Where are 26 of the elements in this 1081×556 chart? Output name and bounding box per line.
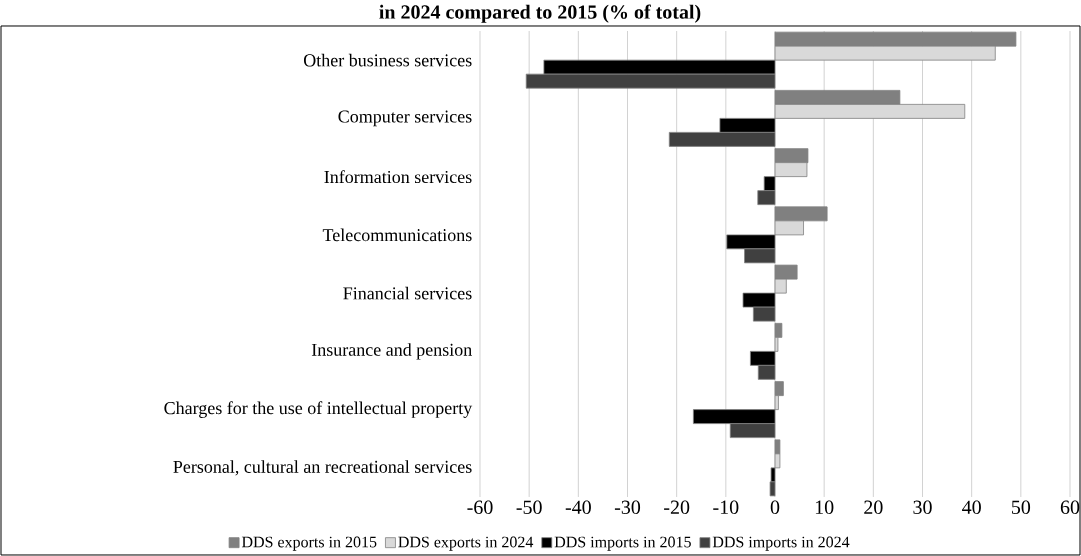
- x-tick-label: -60: [467, 500, 493, 515]
- y-tick-label: Financial services: [343, 286, 472, 300]
- x-tick-label: -50: [516, 500, 542, 515]
- chart-title: in 2024 compared to 2015 (% of total): [379, 4, 701, 23]
- legend-label: DDS imports in 2024: [712, 536, 850, 551]
- legend-label: DDS exports in 2024: [398, 536, 534, 551]
- x-tick-label: 50: [1011, 500, 1031, 515]
- x-tick-label: 10: [815, 500, 834, 515]
- y-tick-label: Telecommunications: [322, 228, 472, 242]
- x-tick-label: 20: [864, 500, 883, 515]
- x-tick-label: -10: [713, 500, 739, 515]
- y-tick-label: Information services: [324, 170, 472, 184]
- legend-label: DDS exports in 2015: [241, 536, 377, 551]
- x-tick-label: -40: [565, 500, 591, 515]
- x-tick-label: 0: [770, 500, 780, 515]
- y-tick-label: Computer services: [338, 110, 472, 127]
- x-tick-label: 30: [913, 500, 932, 515]
- x-tick-label: -30: [614, 500, 641, 515]
- x-tick-label: 60: [1060, 500, 1080, 515]
- x-tick-label: 40: [962, 500, 981, 515]
- y-tick-label: Personal, cultural an recreational services: [173, 460, 472, 476]
- y-tick-label: Other business services: [303, 53, 472, 67]
- y-tick-label: Charges for the use of intellectual property: [164, 401, 473, 418]
- x-tick-label: -20: [664, 500, 690, 515]
- legend-label: DDS imports in 2015: [554, 536, 691, 551]
- y-tick-label: Insurance and pension: [311, 343, 472, 360]
